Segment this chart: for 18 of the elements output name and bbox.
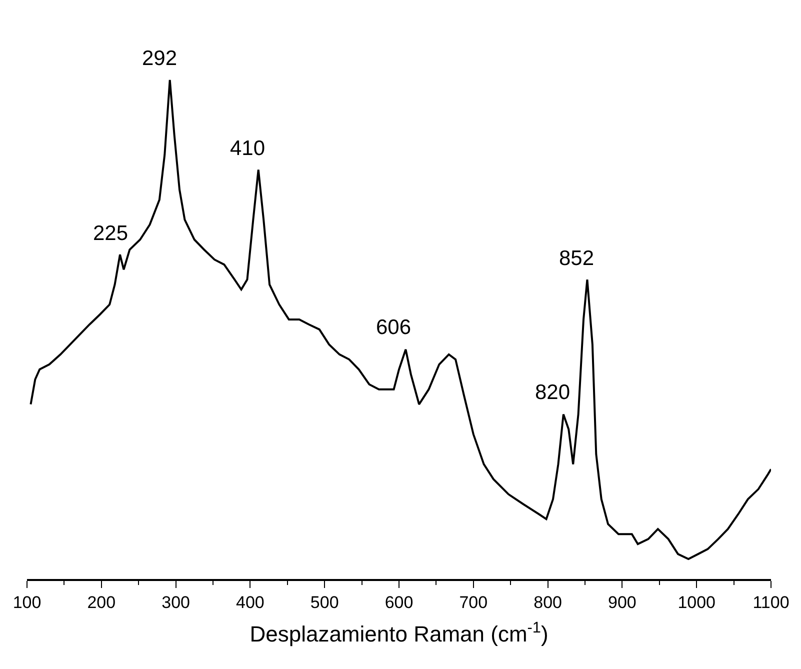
- x-tick-label: 100: [12, 593, 42, 612]
- x-tick-label: 700: [459, 593, 488, 612]
- annotation: 606: [376, 316, 412, 339]
- x-axis-title: Desplazamiento Raman (cm$^{-1}$): [250, 619, 548, 647]
- annotation: 292: [142, 47, 178, 70]
- annotation: 225: [93, 222, 128, 245]
- annotation: 820: [535, 381, 570, 404]
- x-tick-label: 400: [236, 593, 264, 612]
- x-tick-label: 1000: [678, 593, 716, 612]
- x-tick-label: 200: [87, 593, 116, 612]
- x-tick-label: 300: [162, 593, 190, 612]
- annotation: 852: [559, 247, 594, 270]
- x-tick-label: 900: [608, 593, 636, 612]
- x-tick-label: 500: [310, 593, 339, 612]
- x-tick-label: 1100: [752, 593, 790, 612]
- annotation: 410: [230, 137, 266, 160]
- x-tick-label: 800: [534, 593, 562, 612]
- x-tick-label: 600: [384, 593, 414, 612]
